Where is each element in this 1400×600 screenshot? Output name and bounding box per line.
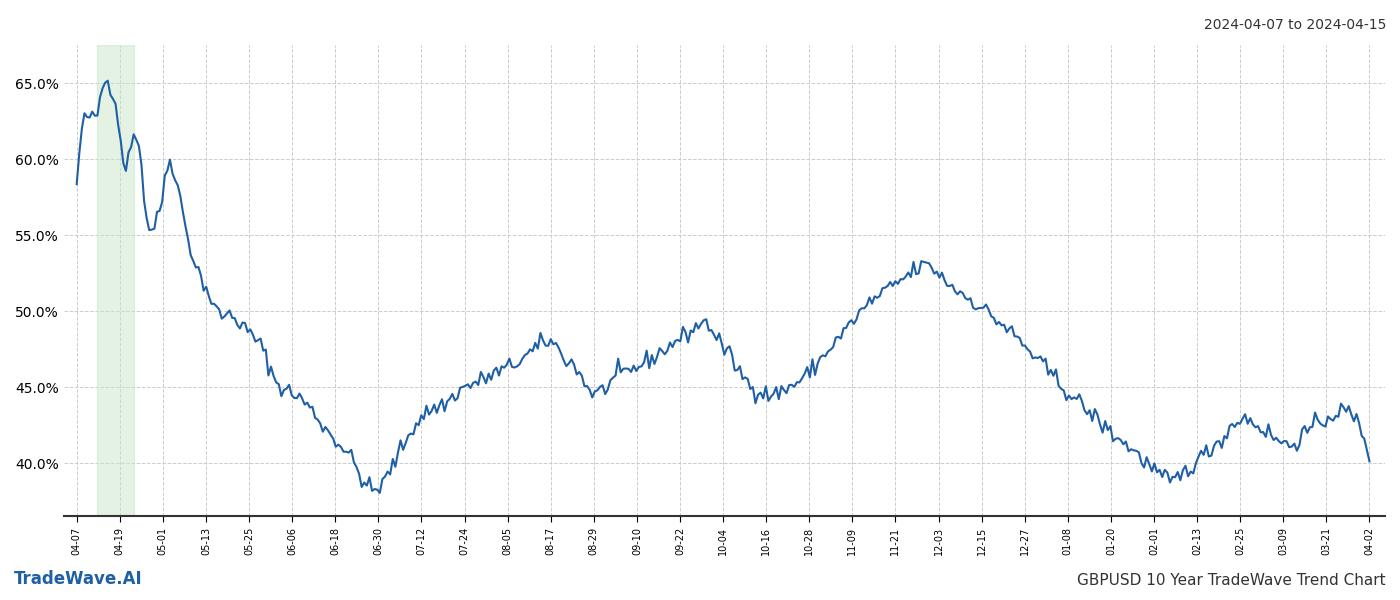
Text: TradeWave.AI: TradeWave.AI bbox=[14, 570, 143, 588]
Bar bbox=[98, 45, 133, 516]
Text: GBPUSD 10 Year TradeWave Trend Chart: GBPUSD 10 Year TradeWave Trend Chart bbox=[1078, 573, 1386, 588]
Text: 2024-04-07 to 2024-04-15: 2024-04-07 to 2024-04-15 bbox=[1204, 18, 1386, 32]
